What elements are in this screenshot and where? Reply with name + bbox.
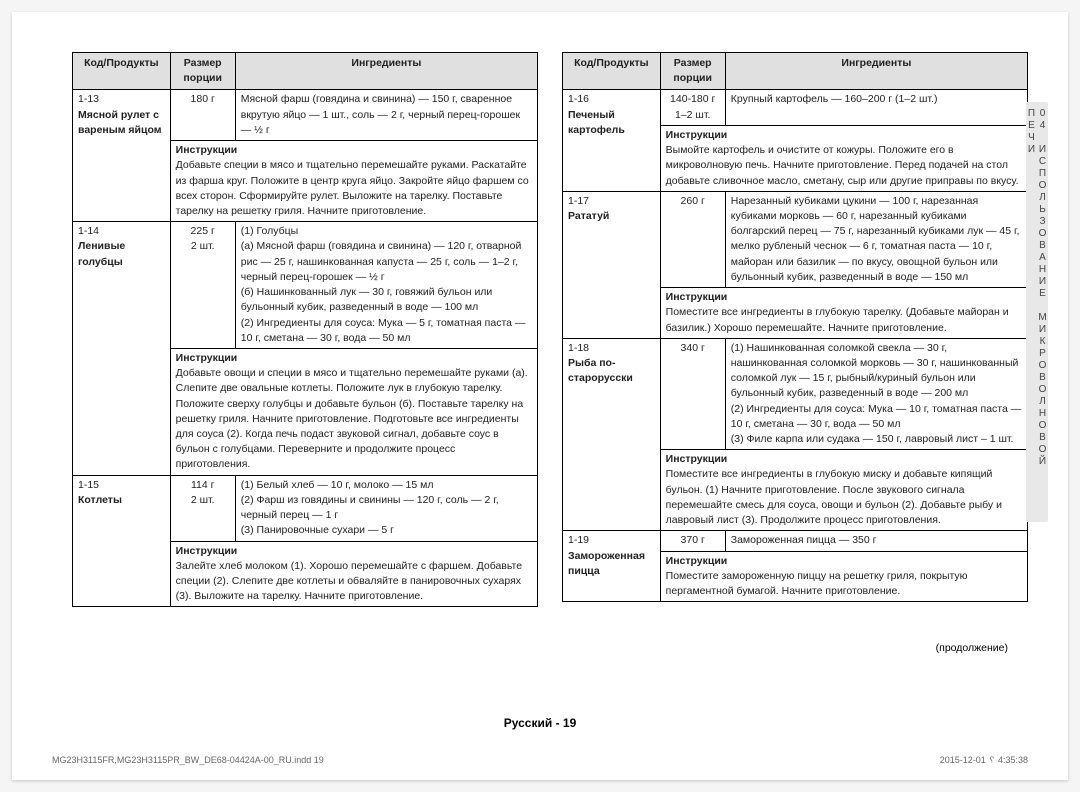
cell-instructions: Инструкции Залейте хлеб молоком (1). Хор… [170, 541, 537, 607]
recipes-table-left: Код/Продукты Размер порции Ингредиенты 1… [72, 52, 538, 607]
page-number: Русский - 19 [12, 716, 1068, 730]
cell-ingredients: Нарезанный кубиками цукини — 100 г, наре… [725, 191, 1027, 287]
timestamp: 2015-12-01 ␦ 4:35:38 [940, 755, 1028, 766]
cell-code: 1-18 Рыба по- старорусски [563, 338, 661, 531]
manual-page: 04 ИСПОЛЬЗОВАНИЕ МИКРОВОЛНОВОЙ ПЕЧИ Код/… [12, 12, 1068, 780]
continued-label: (продолжение) [936, 642, 1008, 654]
indd-path: MG23H3115FR,MG23H3115PR_BW_DE68-04424A-0… [52, 755, 324, 766]
cell-code: 1-15 Котлеты [73, 475, 171, 607]
section-tab: 04 ИСПОЛЬЗОВАНИЕ МИКРОВОЛНОВОЙ ПЕЧИ [1026, 102, 1048, 522]
recipes-table-right: Код/Продукты Размер порции Ингредиенты 1… [562, 52, 1028, 602]
cell-instructions: Инструкции Добавьте овощи и специи в мяс… [170, 348, 537, 475]
cell-ingredients: (1) Нашинкованная соломкой свекла — 30 г… [725, 338, 1027, 450]
right-column: Код/Продукты Размер порции Ингредиенты 1… [562, 52, 1028, 607]
cell-instructions: Инструкции Поместите все ингредиенты в г… [660, 450, 1027, 531]
th-code: Код/Продукты [73, 53, 171, 90]
cell-code: 1-14 Ленивые голубцы [73, 222, 171, 476]
cell-instructions: Инструкции Поместите все ингредиенты в г… [660, 288, 1027, 339]
cell-ingredients: Крупный картофель — 160–200 г (1–2 шт.) [725, 90, 1027, 125]
document-footer: MG23H3115FR,MG23H3115PR_BW_DE68-04424A-0… [52, 755, 1028, 766]
cell-portion: 114 г 2 шт. [170, 475, 235, 541]
cell-portion: 340 г [660, 338, 725, 450]
cell-ingredients: Мясной фарш (говядина и свинина) — 150 г… [235, 90, 537, 141]
th-portion: Размер порции [170, 53, 235, 90]
cell-ingredients: Замороженная пицца — 350 г [725, 531, 1027, 551]
cell-instructions: Инструкции Поместите замороженную пиццу … [660, 551, 1027, 602]
cell-portion: 225 г 2 шт. [170, 222, 235, 349]
cell-code: 1-17 Рататуй [563, 191, 661, 338]
th-code: Код/Продукты [563, 53, 661, 90]
th-portion: Размер порции [660, 53, 725, 90]
cell-instructions: Инструкции Добавьте специи в мясо и тщат… [170, 141, 537, 222]
cell-ingredients: (1) Голубцы (a) Мясной фарш (говядина и … [235, 222, 537, 349]
cell-instructions: Инструкции Вымойте картофель и очистите … [660, 125, 1027, 191]
left-column: Код/Продукты Размер порции Ингредиенты 1… [72, 52, 538, 607]
cell-code: 1-16 Печеный картофель [563, 90, 661, 191]
cell-code: 1-19 Замороженная пицца [563, 531, 661, 602]
cell-portion: 370 г [660, 531, 725, 551]
cell-portion: 140-180 г 1–2 шт. [660, 90, 725, 125]
th-ingredients: Ингредиенты [235, 53, 537, 90]
th-ingredients: Ингредиенты [725, 53, 1027, 90]
cell-portion: 180 г [170, 90, 235, 141]
content-columns: Код/Продукты Размер порции Ингредиенты 1… [72, 52, 1028, 607]
cell-ingredients: (1) Белый хлеб — 10 г, молоко — 15 мл (2… [235, 475, 537, 541]
section-tab-text: 04 ИСПОЛЬЗОВАНИЕ МИКРОВОЛНОВОЙ ПЕЧИ [1026, 108, 1048, 522]
cell-portion: 260 г [660, 191, 725, 287]
cell-code: 1-13 Мясной рулет с вареным яйцом [73, 90, 171, 222]
